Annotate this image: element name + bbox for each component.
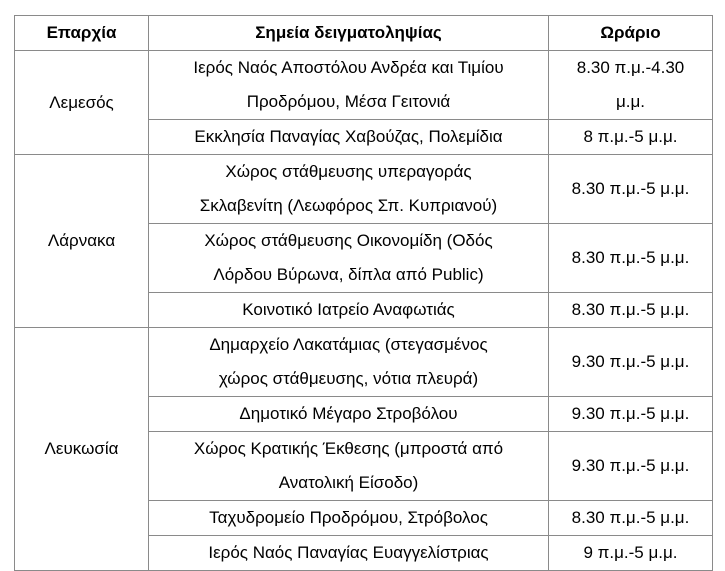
header-location: Σημεία δειγματοληψίας — [148, 15, 549, 51]
table-row: Κοινοτικό Ιατρείο Αναφωτιάς 8.30 π.μ.-5 μ… — [15, 292, 713, 328]
location-line: Προδρόμου, Μέσα Γειτονιά — [246, 92, 451, 111]
hours-cell: 9.30 π.μ.-5 μ.μ. — [548, 396, 713, 432]
hours-line: 8.30 π.μ.-5 μ.μ. — [571, 248, 690, 267]
hours-line: 8.30 π.μ.-5 μ.μ. — [571, 300, 690, 319]
location-line: Σκλαβενίτη (Λεωφόρος Σπ. Κυπριανού) — [199, 196, 498, 215]
district-cell: Λευκωσία — [14, 327, 149, 571]
location-line: Εκκλησία Παναγίας Χαβούζας, Πολεμίδια — [194, 127, 503, 146]
hours-cell: 8 π.μ.-5 μ.μ. — [548, 119, 713, 155]
location-cell: Χώρος στάθμευσης υπεραγοράς Σκλαβενίτη (Λ… — [148, 154, 549, 224]
sampling-points-table: Επαρχία Σημεία δειγματοληψίας Ωράριο Λεμ… — [14, 15, 713, 571]
table-row: Εκκλησία Παναγίας Χαβούζας, Πολεμίδια 8 π… — [15, 119, 713, 155]
hours-cell: 8.30 π.μ.-5 μ.μ. — [548, 500, 713, 536]
header-district: Επαρχία — [14, 15, 149, 51]
location-cell: Ιερός Ναός Αποστόλου Ανδρέα και Τιμίου Πρ… — [148, 50, 549, 120]
hours-line: 8.30 π.μ.-4.30 — [576, 58, 685, 77]
hours-line: 9.30 π.μ.-5 μ.μ. — [571, 352, 690, 371]
hours-line: 8.30 π.μ.-5 μ.μ. — [571, 179, 690, 198]
hours-cell: 9.30 π.μ.-5 μ.μ. — [548, 327, 713, 397]
location-line: Κοινοτικό Ιατρείο Αναφωτιάς — [242, 300, 455, 319]
location-line: Ιερός Ναός Αποστόλου Ανδρέα και Τιμίου — [193, 58, 504, 77]
hours-line: μ.μ. — [615, 92, 646, 111]
location-cell: Ιερός Ναός Παναγίας Ευαγγελίστριας — [148, 535, 549, 571]
hours-cell: 8.30 π.μ.-5 μ.μ. — [548, 154, 713, 224]
hours-line: 9.30 π.μ.-5 μ.μ. — [571, 456, 690, 475]
hours-cell: 8.30 π.μ.-5 μ.μ. — [548, 223, 713, 293]
location-cell: Ταχυδρομείο Προδρόμου, Στρόβολος — [148, 500, 549, 536]
table-row: Λεμεσός Ιερός Ναός Αποστόλου Ανδρέα και Τ… — [14, 50, 713, 155]
location-line: Ιερός Ναός Παναγίας Ευαγγελίστριας — [208, 543, 489, 562]
location-line: Ταχυδρομείο Προδρόμου, Στρόβολος — [209, 508, 488, 527]
header-row: Επαρχία Σημεία δειγματοληψίας Ωράριο — [14, 15, 713, 51]
hours-line: 8 π.μ.-5 μ.μ. — [583, 127, 678, 146]
location-line: Δημοτικό Μέγαρο Στροβόλου — [239, 404, 458, 423]
hours-cell: 9 π.μ.-5 μ.μ. — [548, 535, 713, 571]
hours-cell: 9.30 π.μ.-5 μ.μ. — [548, 431, 713, 501]
district-cell: Λάρνακα — [14, 154, 149, 328]
hours-cell: 8.30 π.μ.-5 μ.μ. — [548, 292, 713, 328]
location-line: χώρος στάθμευσης, νότια πλευρά) — [218, 369, 479, 388]
location-cell: Χώρος στάθμευσης Οικονομίδη (Οδός Λόρδου … — [148, 223, 549, 293]
hours-cell: 8.30 π.μ.-4.30 μ.μ. — [548, 50, 713, 120]
location-line: Δημαρχείο Λακατάμιας (στεγασμένος — [209, 335, 488, 354]
location-line: Χώρος Κρατικής Έκθεσης (μπροστά από — [193, 439, 504, 458]
hours-line: 9.30 π.μ.-5 μ.μ. — [571, 404, 690, 423]
table-row: Χώρος στάθμευσης Οικονομίδη (Οδός Λόρδου … — [15, 223, 713, 293]
location-cell: Εκκλησία Παναγίας Χαβούζας, Πολεμίδια — [148, 119, 549, 155]
location-line: Χώρος στάθμευσης υπεραγοράς — [225, 162, 472, 181]
table-row: Δημοτικό Μέγαρο Στροβόλου 9.30 π.μ.-5 μ.μ… — [15, 396, 713, 432]
location-cell: Δημοτικό Μέγαρο Στροβόλου — [148, 396, 549, 432]
location-cell: Δημαρχείο Λακατάμιας (στεγασμένος χώρος σ… — [148, 327, 549, 397]
location-line: Λόρδου Βύρωνα, δίπλα από Public) — [213, 265, 484, 284]
district-cell: Λεμεσός — [14, 50, 149, 155]
location-line: Χώρος στάθμευσης Οικονομίδη (Οδός — [204, 231, 493, 250]
hours-line: 9 π.μ.-5 μ.μ. — [583, 543, 678, 562]
header-hours: Ωράριο — [548, 15, 713, 51]
location-cell: Χώρος Κρατικής Έκθεσης (μπροστά από Ανατο… — [148, 431, 549, 501]
table-row: Λάρνακα Χώρος στάθμευσης υπεραγοράς Σκλαβε… — [14, 154, 713, 328]
location-line: Ανατολική Είσοδο) — [278, 473, 419, 492]
location-cell: Κοινοτικό Ιατρείο Αναφωτιάς — [148, 292, 549, 328]
table-body: Λεμεσός Ιερός Ναός Αποστόλου Ανδρέα και Τ… — [14, 50, 713, 571]
hours-line: 8.30 π.μ.-5 μ.μ. — [571, 508, 690, 527]
table-row: Λευκωσία Δημαρχείο Λακατάμιας (στεγασμένο… — [14, 327, 713, 571]
